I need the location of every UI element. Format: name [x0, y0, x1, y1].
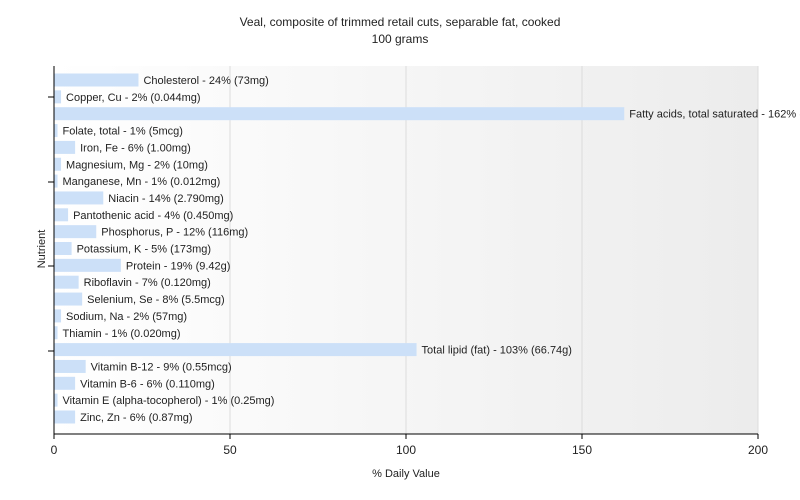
- bar-label: Total lipid (fat) - 103% (66.74g): [422, 345, 572, 357]
- bar: [54, 393, 58, 407]
- bar: [54, 359, 86, 373]
- bar-label: Fatty acids, total saturated - 162% (32.…: [629, 109, 800, 121]
- x-tick-label: 200: [748, 443, 768, 457]
- bar: [54, 124, 58, 138]
- bar-label: Niacin - 14% (2.790mg): [108, 193, 224, 205]
- bar-label: Cholesterol - 24% (73mg): [143, 75, 268, 87]
- bar-label: Sodium, Na - 2% (57mg): [66, 311, 187, 323]
- x-tick-label: 100: [396, 443, 416, 457]
- bar: [54, 275, 79, 289]
- bar-label: Pantothenic acid - 4% (0.450mg): [73, 210, 233, 222]
- bar: [54, 157, 62, 171]
- bar: [54, 258, 121, 272]
- bar-label: Potassium, K - 5% (173mg): [77, 244, 212, 256]
- bar: [54, 410, 76, 424]
- bar-label: Thiamin - 1% (0.020mg): [63, 328, 181, 340]
- bar: [54, 292, 83, 306]
- bar: [54, 242, 72, 255]
- bar: [54, 208, 69, 222]
- x-tick-label: 150: [572, 443, 592, 457]
- bar-label: Vitamin B-6 - 6% (0.110mg): [80, 378, 215, 390]
- x-tick-label: 50: [223, 443, 237, 457]
- bar-label: Copper, Cu - 2% (0.044mg): [66, 92, 201, 104]
- bar-label: Vitamin B-12 - 9% (0.55mcg): [91, 361, 232, 373]
- bar: [54, 90, 62, 104]
- bar-label: Riboflavin - 7% (0.120mg): [84, 277, 211, 289]
- bar: [54, 107, 625, 121]
- bar-label: Magnesium, Mg - 2% (10mg): [66, 159, 208, 171]
- bar: [54, 73, 139, 87]
- bar: [54, 309, 62, 323]
- chart-subtitle: 100 grams: [371, 32, 429, 46]
- bar: [54, 225, 97, 239]
- bar-label: Manganese, Mn - 1% (0.012mg): [63, 176, 221, 188]
- bar-label: Zinc, Zn - 6% (0.87mg): [80, 412, 192, 424]
- bar-label: Folate, total - 1% (5mcg): [63, 126, 183, 138]
- bar-label: Iron, Fe - 6% (1.00mg): [80, 142, 191, 154]
- bar: [54, 376, 76, 390]
- x-axis-title: % Daily Value: [372, 468, 440, 480]
- chart-title: Veal, composite of trimmed retail cuts, …: [239, 15, 561, 29]
- bar-label: Protein - 19% (9.42g): [126, 260, 231, 272]
- y-axis-title: Nutrient: [36, 230, 48, 269]
- bar: [54, 191, 104, 205]
- bar: [54, 140, 76, 154]
- bar-label: Phosphorus, P - 12% (116mg): [101, 227, 248, 239]
- bar-label: Selenium, Se - 8% (5.5mcg): [87, 294, 225, 306]
- bar: [54, 326, 58, 340]
- bar: [54, 174, 58, 188]
- x-tick-label: 0: [51, 443, 58, 457]
- bar: [54, 343, 417, 357]
- bar-label: Vitamin E (alpha-tocopherol) - 1% (0.25m…: [63, 395, 275, 407]
